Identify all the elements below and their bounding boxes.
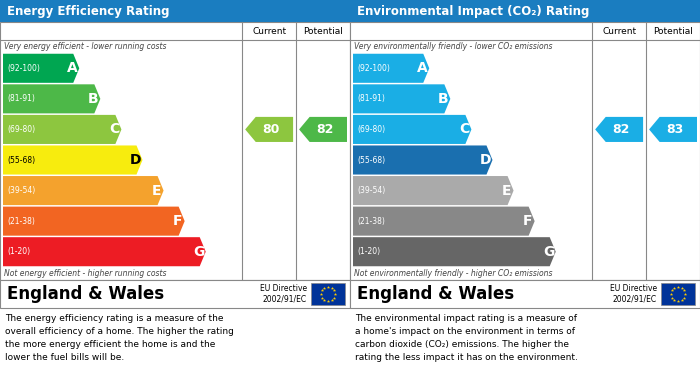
Text: E: E [152, 183, 161, 197]
Text: The energy efficiency rating is a measure of the
overall efficiency of a home. T: The energy efficiency rating is a measur… [5, 314, 234, 362]
Polygon shape [3, 115, 121, 144]
Bar [350, 22, 700, 280]
Polygon shape [353, 145, 493, 174]
Polygon shape [3, 206, 185, 236]
Text: Potential: Potential [303, 27, 343, 36]
Polygon shape [353, 84, 450, 113]
Text: England & Wales: England & Wales [7, 285, 164, 303]
Text: (92-100): (92-100) [7, 64, 40, 73]
Bar [350, 0, 700, 22]
Text: B: B [438, 92, 449, 106]
Polygon shape [245, 117, 293, 142]
Text: Current: Current [252, 27, 286, 36]
Polygon shape [3, 84, 100, 113]
Text: 82: 82 [316, 123, 333, 136]
Polygon shape [3, 54, 79, 83]
Text: Energy Efficiency Rating: Energy Efficiency Rating [7, 5, 169, 18]
Text: F: F [523, 214, 533, 228]
Text: Environmental Impact (CO₂) Rating: Environmental Impact (CO₂) Rating [357, 5, 589, 18]
Text: B: B [88, 92, 99, 106]
Text: Potential: Potential [653, 27, 693, 36]
Text: The environmental impact rating is a measure of
a home's impact on the environme: The environmental impact rating is a mea… [355, 314, 578, 362]
Text: Very environmentally friendly - lower CO₂ emissions: Very environmentally friendly - lower CO… [354, 42, 552, 51]
Text: A: A [417, 61, 428, 75]
Text: (39-54): (39-54) [7, 186, 35, 195]
Text: (81-91): (81-91) [7, 94, 35, 103]
Polygon shape [353, 115, 471, 144]
Polygon shape [353, 176, 514, 205]
Text: A: A [67, 61, 78, 75]
Text: E: E [502, 183, 511, 197]
Text: (69-80): (69-80) [357, 125, 385, 134]
Text: Not environmentally friendly - higher CO₂ emissions: Not environmentally friendly - higher CO… [354, 269, 552, 278]
Text: 83: 83 [666, 123, 683, 136]
Text: D: D [480, 153, 491, 167]
Text: G: G [193, 245, 204, 259]
Polygon shape [353, 54, 429, 83]
Text: (69-80): (69-80) [7, 125, 35, 134]
Text: (21-38): (21-38) [7, 217, 35, 226]
Text: (39-54): (39-54) [357, 186, 385, 195]
Bar [0, 0, 350, 22]
Bar [350, 280, 700, 308]
Text: 82: 82 [612, 123, 629, 136]
Polygon shape [3, 237, 206, 266]
Bar [311, 283, 345, 305]
Polygon shape [353, 206, 535, 236]
Text: Very energy efficient - lower running costs: Very energy efficient - lower running co… [4, 42, 167, 51]
Text: C: C [459, 122, 470, 136]
Text: Not energy efficient - higher running costs: Not energy efficient - higher running co… [4, 269, 167, 278]
Text: (55-68): (55-68) [7, 156, 35, 165]
Polygon shape [649, 117, 697, 142]
Polygon shape [3, 176, 164, 205]
Bar [0, 22, 350, 280]
Text: EU Directive
2002/91/EC: EU Directive 2002/91/EC [610, 284, 657, 304]
Bar [661, 283, 695, 305]
Polygon shape [595, 117, 643, 142]
Polygon shape [3, 145, 143, 174]
Text: (92-100): (92-100) [357, 64, 390, 73]
Text: G: G [543, 245, 554, 259]
Text: England & Wales: England & Wales [357, 285, 514, 303]
Text: 80: 80 [262, 123, 279, 136]
Text: (55-68): (55-68) [357, 156, 385, 165]
Text: Current: Current [602, 27, 636, 36]
Bar [0, 280, 350, 308]
Text: (1-20): (1-20) [357, 247, 380, 256]
Polygon shape [299, 117, 347, 142]
Text: EU Directive
2002/91/EC: EU Directive 2002/91/EC [260, 284, 307, 304]
Text: (1-20): (1-20) [7, 247, 30, 256]
Text: (81-91): (81-91) [357, 94, 385, 103]
Text: (21-38): (21-38) [357, 217, 385, 226]
Text: D: D [130, 153, 141, 167]
Text: C: C [109, 122, 120, 136]
Text: F: F [173, 214, 183, 228]
Polygon shape [353, 237, 556, 266]
